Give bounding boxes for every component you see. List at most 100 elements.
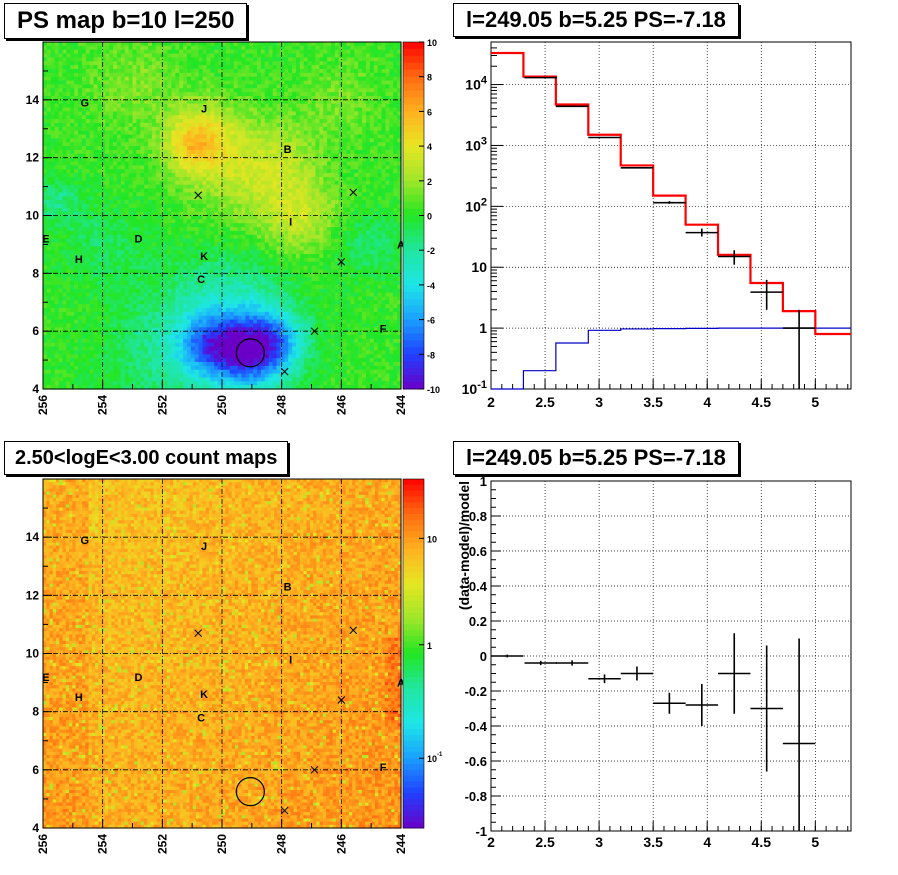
y-tick-label: 6: [32, 763, 39, 777]
residual-point: [620, 666, 654, 681]
y-tick-label: 4: [32, 382, 39, 396]
y-tick-label: 10: [26, 209, 40, 223]
source-label: F: [380, 323, 387, 335]
x-tick-label: 254: [96, 834, 110, 854]
x-tick-label: 248: [275, 395, 289, 415]
colorbar-tick-label: -4: [427, 281, 435, 291]
source-label: J: [201, 104, 207, 116]
x-tick-label: 5: [811, 394, 819, 410]
source-cross: [194, 191, 202, 200]
count-map-title: 2.50<logE<3.00 count maps: [4, 441, 289, 475]
x-tick-label: 256: [36, 395, 50, 415]
data-point: [718, 250, 751, 265]
x-tick-label: 250: [215, 834, 229, 854]
y-tick-label: 102: [465, 196, 487, 214]
colorbar-tick-label: 0: [427, 212, 432, 222]
colorbar-tick-label: -2: [427, 246, 435, 256]
y-tick-label: -0.2: [465, 684, 487, 699]
count-map-colorbar-frame: [402, 478, 425, 829]
source-label: F: [380, 762, 387, 774]
y-tick-label: 6: [32, 324, 39, 338]
source-label: D: [134, 234, 142, 246]
colorbar-tick-label: 10: [427, 534, 437, 544]
source-label: K: [200, 251, 208, 263]
x-tick-label: 246: [334, 395, 348, 415]
x-tick-label: 2.5: [535, 834, 555, 850]
x-tick-label: 4.5: [752, 394, 772, 410]
y-tick-label: 14: [26, 530, 40, 544]
residual-point: [685, 684, 719, 726]
source-label: I: [289, 216, 292, 228]
x-tick-label: 4: [703, 834, 711, 850]
source-label: H: [75, 254, 83, 266]
y-tick-label: 4: [32, 821, 39, 835]
y-tick-label: -0.4: [465, 719, 488, 734]
y-tick-label: 12: [26, 588, 40, 602]
y-tick-label: 1: [479, 320, 487, 336]
colorbar-tick-label: 2: [427, 177, 432, 187]
source-label: A: [397, 678, 405, 690]
source-label: C: [197, 712, 205, 724]
colorbar-tick-label: 8: [427, 73, 432, 83]
y-tick-label: 10: [471, 259, 487, 275]
y-tick-label: 0.6: [469, 544, 487, 559]
ps-map-pixels: [43, 42, 402, 390]
count-map-chart: 256 254 252 250 248 246 244 4 6 8 10 12 14 G J B I E D K H C A…: [26, 478, 443, 854]
y-tick-label: 103: [465, 135, 487, 153]
y-tick-label: -1: [475, 824, 487, 839]
x-tick-label: 244: [394, 395, 408, 415]
source-cross: [337, 696, 346, 704]
spectrum-chart: 2 2.5 3 3.5 4 4.5 5 10-1 1 10 102 103 104: [462, 41, 852, 410]
y-tick-label: -0.6: [465, 754, 487, 769]
x-tick-label: 4: [703, 394, 711, 410]
x-tick-label: 3.5: [643, 394, 663, 410]
colorbar-tick-label: 10-1: [427, 752, 443, 764]
source-cross: [349, 626, 358, 635]
source-label: B: [284, 582, 292, 594]
x-tick-label: 3: [595, 394, 603, 410]
y-tick-label: 0: [480, 649, 487, 664]
x-tick-label: 2: [487, 834, 495, 850]
residual-title: l=249.05 b=5.25 PS=-7.18: [453, 441, 739, 475]
source-cross: [194, 629, 202, 637]
ps-map-colorbar: [403, 42, 424, 390]
residual-point: [718, 633, 751, 714]
count-map-colorbar: [403, 479, 424, 829]
x-tick-label: 3: [595, 834, 603, 850]
spectrum-title: l=249.05 b=5.25 PS=-7.18: [453, 3, 739, 37]
colorbar-tick-label: -8: [427, 350, 435, 360]
x-tick-label: 2.5: [535, 394, 555, 410]
x-tick-label: 3.5: [643, 834, 663, 850]
selected-position-circle: [235, 338, 265, 368]
data-point: [782, 309, 816, 389]
colorbar-tick-label: -6: [427, 316, 435, 326]
source-label: H: [75, 692, 83, 704]
total-model-line: [491, 51, 851, 336]
y-tick-label: 0.8: [469, 509, 487, 524]
y-tick-label: 104: [465, 75, 488, 93]
source-label: D: [134, 672, 142, 684]
source-cross: [280, 806, 289, 815]
y-tick-label: 0.2: [469, 614, 487, 629]
x-tick-label: 246: [334, 834, 348, 854]
residual-point: [750, 645, 783, 772]
selected-position-circle: [235, 777, 265, 807]
source-cross: [310, 327, 319, 336]
x-tick-label: 4.5: [752, 834, 772, 850]
x-tick-label: 5: [811, 834, 819, 850]
x-tick-label: 2: [487, 394, 495, 410]
source-label: K: [200, 689, 208, 701]
residual-point: [588, 674, 621, 684]
data-point: [750, 279, 783, 310]
x-tick-label: 248: [275, 834, 289, 854]
residual-point: [555, 660, 589, 666]
source-label: E: [42, 234, 49, 246]
x-tick-label: 256: [36, 834, 50, 854]
residual-point: [653, 692, 686, 714]
colorbar-tick-label: 4: [427, 142, 432, 152]
y-tick-label: 8: [32, 266, 39, 280]
source-cross: [349, 188, 358, 197]
colorbar-tick-label: 10: [427, 38, 437, 48]
y-tick-label: 10: [26, 647, 40, 661]
